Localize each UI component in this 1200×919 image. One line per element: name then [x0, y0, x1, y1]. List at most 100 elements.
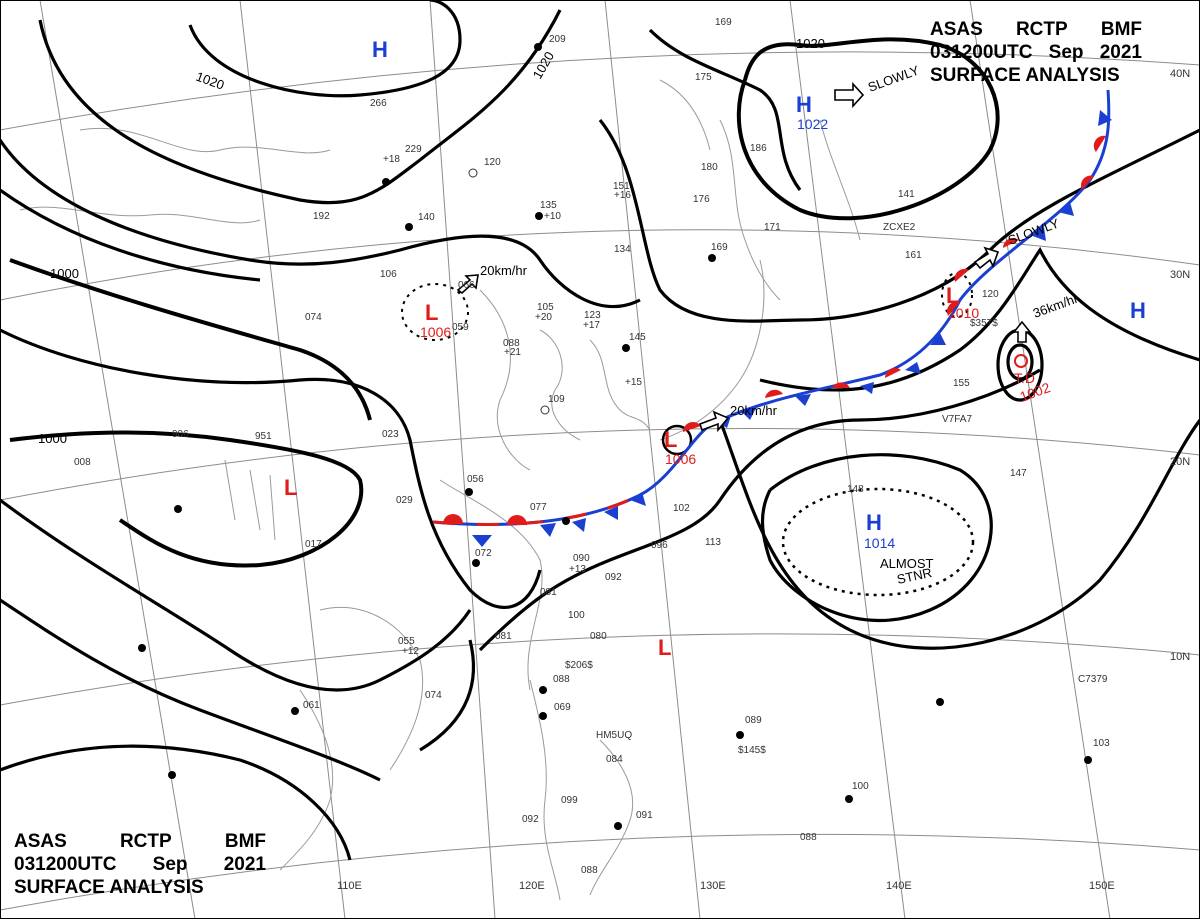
station-value: C7379: [1078, 674, 1108, 685]
station-value: 055: [398, 636, 415, 647]
isobar-label: 1000: [50, 266, 79, 281]
station-value: 169: [715, 17, 732, 28]
tropical-depression-symbol: [1014, 354, 1028, 368]
footer-line-1: ASAS RCTP BMF: [14, 830, 266, 853]
station-value: 120: [982, 289, 999, 300]
pressure-systems: H H 1022 L 1006 L L 1006 L 1010 H 1014 H…: [284, 37, 1146, 660]
station-value: V7FA7: [942, 414, 972, 425]
high-pressure-label: H: [1130, 298, 1146, 323]
header-line-2: 031200UTC Sep 2021: [930, 41, 1142, 64]
station-value: 140: [418, 212, 435, 223]
station-value: 017: [305, 539, 322, 550]
station-value: 151: [613, 181, 630, 192]
station-value: 123: [584, 310, 601, 321]
header-station: RCTP: [1015, 19, 1068, 40]
footer-line-2: 031200UTC Sep 2021: [14, 853, 266, 876]
station-value: 105: [537, 302, 554, 313]
header-agency: ASAS: [930, 19, 983, 40]
station-value: 088: [503, 338, 520, 349]
motion-arrow: [698, 410, 730, 433]
footer-agency: ASAS: [14, 831, 67, 852]
station-value: +17: [583, 320, 600, 331]
station-value: 088: [800, 832, 817, 843]
isobar-label: 1000: [38, 431, 67, 446]
station-value: 155: [953, 378, 970, 389]
station-value: $145$: [738, 745, 766, 756]
station-value: 175: [695, 72, 712, 83]
station-value: 077: [530, 502, 547, 513]
latitude-label: 20N: [1170, 456, 1190, 468]
station-value: 080: [590, 631, 607, 642]
footer-time: 031200UTC: [14, 854, 117, 875]
motion-arrow: [834, 81, 865, 109]
header-product: SURFACE ANALYSIS: [930, 65, 1120, 86]
longitude-label: 120E: [519, 880, 545, 892]
station-value: 091: [636, 810, 653, 821]
station-value: $206$: [565, 660, 593, 671]
header-line-3: SURFACE ANALYSIS: [930, 64, 1142, 87]
latitude-label: 30N: [1170, 269, 1190, 281]
station-value: 120: [484, 157, 501, 168]
header-title-block: ASAS RCTP BMF 031200UTC Sep 2021 SURFACE…: [930, 18, 1142, 87]
longitude-label: 140E: [886, 880, 912, 892]
longitude-label: 110E: [337, 880, 362, 892]
high-pressure-value: 1014: [864, 535, 895, 551]
station-observations: 266 229 120 135 151 140 192 106 074 088 …: [74, 17, 1110, 876]
station-value: +16: [614, 190, 631, 201]
tropical-depression-label: T.D: [1014, 370, 1035, 386]
motion-arrow: [456, 274, 479, 295]
station-value: 180: [701, 162, 718, 173]
station-value: +20: [535, 312, 552, 323]
station-value: 169: [711, 242, 728, 253]
station-value: +21: [504, 347, 521, 358]
footer-station: RCTP: [119, 831, 172, 852]
low-pressure-value: 1006: [665, 451, 696, 467]
station-value: 113: [705, 537, 721, 548]
footer-line-3: SURFACE ANALYSIS: [14, 876, 266, 899]
footer-year: 2021: [223, 854, 266, 875]
header-time: 031200UTC: [930, 42, 1033, 63]
station-value: 074: [425, 690, 442, 701]
station-value: 102: [673, 503, 690, 514]
station-value: 074: [305, 312, 322, 323]
station-value: 186: [750, 143, 767, 154]
station-value: 103: [1093, 738, 1110, 749]
station-value: 092: [522, 814, 539, 825]
high-pressure-label: H: [796, 92, 812, 117]
station-value: 090: [573, 553, 590, 564]
axis-labels: 110E 120E 130E 140E 150E 40N 30N 20N 10N: [337, 68, 1190, 892]
isobars: [0, 0, 1200, 861]
header-bureau: BMF: [1100, 19, 1142, 40]
station-value: 176: [693, 194, 710, 205]
station-value: 056: [467, 474, 484, 485]
station-value: 081: [495, 631, 512, 642]
isobar-label: 1020: [796, 36, 825, 51]
station-value: +15: [625, 377, 642, 388]
low-pressure-value: 1010: [948, 305, 979, 321]
station-value: 135: [540, 200, 557, 211]
longitude-label: 150E: [1089, 880, 1115, 892]
low-pressure-label: L: [946, 283, 959, 308]
station-value: 081: [540, 587, 557, 598]
station-value: 069: [554, 702, 571, 713]
station-value: 147: [1010, 468, 1027, 479]
station-value: ZCXE2: [883, 222, 916, 233]
coastlines: [19, 79, 861, 901]
station-value: 229: [405, 144, 422, 155]
station-value: 134: [614, 244, 631, 255]
high-pressure-label: H: [866, 510, 882, 535]
low-pressure-value: 1006: [420, 324, 451, 340]
station-value: 066: [458, 280, 475, 291]
latitude-label: 40N: [1170, 68, 1190, 80]
station-value: 148: [847, 484, 864, 495]
station-value: $357$: [970, 318, 998, 329]
footer-bureau: BMF: [224, 831, 266, 852]
station-value: 266: [370, 98, 387, 109]
station-value: 145: [629, 332, 646, 343]
footer-title-block: ASAS RCTP BMF 031200UTC Sep 2021 SURFACE…: [14, 830, 266, 899]
station-value: 029: [396, 495, 413, 506]
station-value: 088: [581, 865, 598, 876]
station-value: 059: [452, 322, 469, 333]
station-value: 109: [548, 394, 565, 405]
